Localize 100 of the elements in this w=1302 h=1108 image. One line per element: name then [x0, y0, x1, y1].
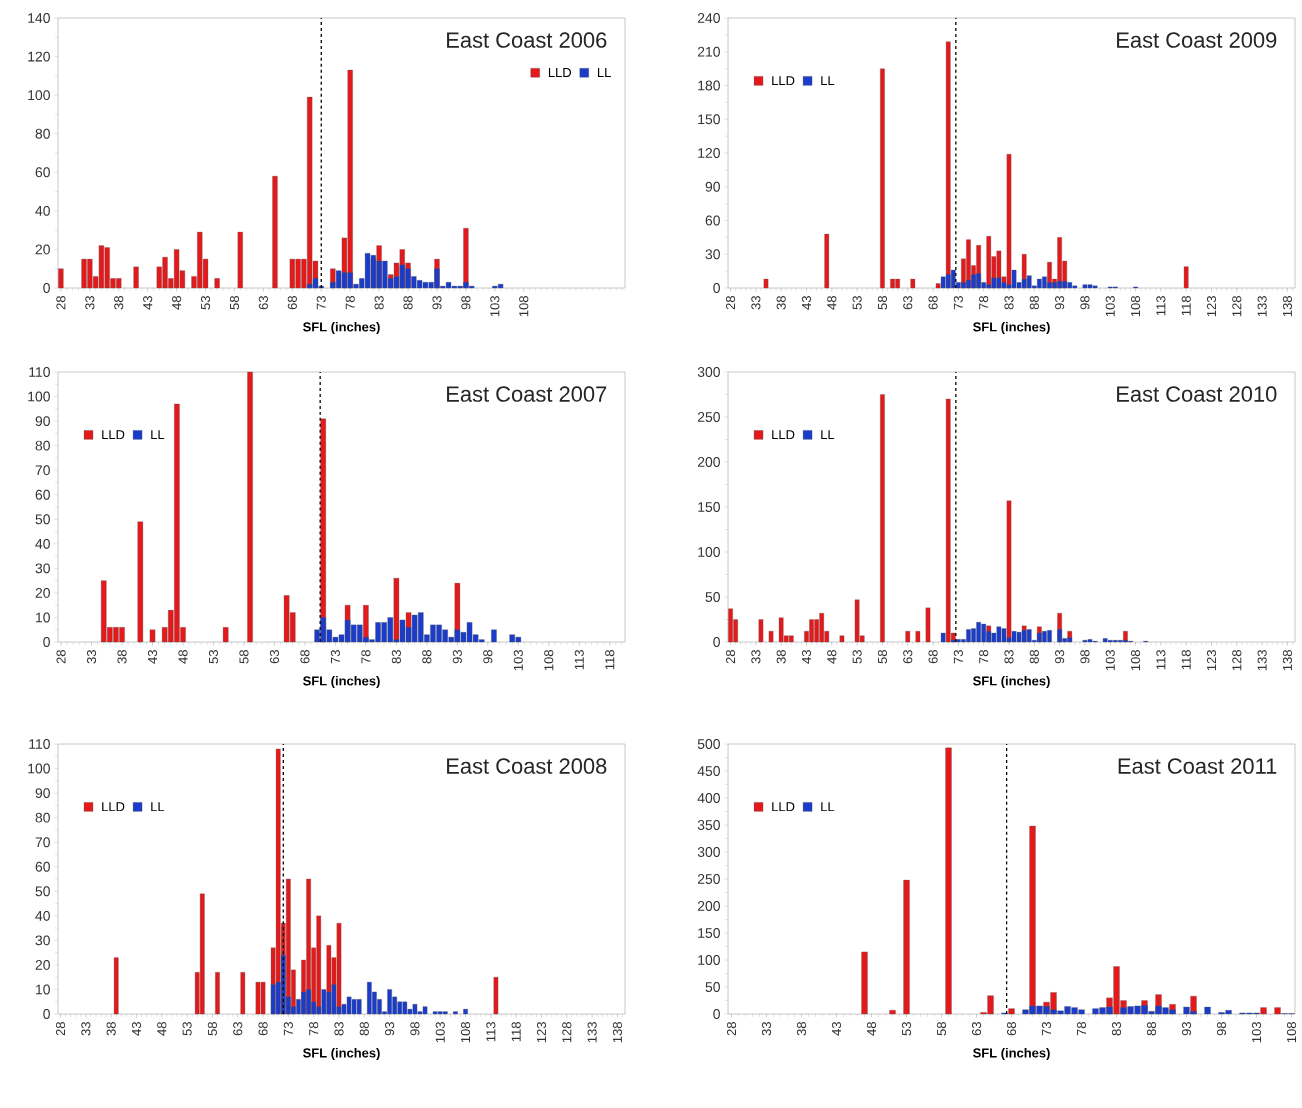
y-tick-label: 0: [713, 283, 720, 293]
x-axis-title: SFL (inches): [973, 675, 1050, 689]
x-tick-label: 128: [1232, 296, 1242, 317]
text: East Coast 2009: [1117, 32, 1277, 48]
x-axis-title: SFL (inches): [303, 675, 380, 689]
x-tick-label: 73: [316, 296, 326, 310]
legend-label: LL: [821, 76, 835, 86]
x-tick-label: 93: [385, 1022, 395, 1036]
y-tick-label: 60: [705, 215, 720, 226]
x-tick-label: 53: [901, 1022, 912, 1036]
legend-label: LL: [821, 802, 835, 812]
y-tick-label: 40: [35, 205, 50, 216]
y-tick-label: 20: [35, 244, 50, 255]
text: East Coast 2006: [447, 32, 607, 48]
y-tick-label: 180: [698, 80, 720, 91]
x-tick-label: 38: [796, 1022, 807, 1036]
x-tick-label: 98: [410, 1022, 420, 1036]
text: East Coast 2010: [1117, 386, 1277, 402]
y-tick-label: 50: [705, 982, 720, 992]
y-tick-label: 30: [35, 935, 50, 946]
x-tick-label: 83: [1111, 1022, 1122, 1036]
x-tick-label: 93: [452, 650, 462, 664]
x-tick-label: 108: [519, 296, 529, 317]
x-tick-label: 33: [85, 296, 95, 310]
x-tick-label: 48: [827, 650, 837, 664]
y-tick-label: 50: [35, 886, 50, 897]
x-tick-label: 48: [178, 650, 188, 664]
x-tick-label: 58: [877, 296, 888, 310]
x-tick-label: 43: [801, 296, 812, 310]
x-tick-label: 113: [574, 650, 584, 670]
y-tick-label: 60: [35, 489, 50, 500]
x-tick-label: 58: [207, 1022, 217, 1036]
legend-label: LLD: [548, 68, 572, 77]
x-tick-label: 98: [1216, 1022, 1227, 1036]
y-tick-label: 150: [698, 502, 720, 512]
text: East Coast 2011: [1118, 758, 1277, 774]
y-tick-label: 0: [43, 637, 50, 647]
x-tick-label: 103: [1251, 1022, 1262, 1043]
x-tick-label: 88: [359, 1022, 369, 1036]
y-tick-label: 20: [35, 959, 50, 970]
text: East Coast 2008: [447, 758, 607, 774]
x-tick-label: 103: [490, 296, 500, 317]
x-tick-label: 53: [208, 650, 219, 664]
x-tick-label: 83: [391, 650, 401, 664]
y-tick-label: 40: [35, 910, 50, 921]
y-tick-label: 100: [698, 955, 720, 965]
x-tick-label: 88: [1146, 1022, 1157, 1036]
x-tick-label: 43: [831, 1022, 842, 1036]
y-tick-label: 210: [697, 46, 720, 57]
x-tick-label: 28: [725, 296, 736, 310]
x-tick-label: 28: [56, 296, 66, 310]
x-tick-label: 128: [1232, 650, 1242, 671]
x-tick-label: 113: [1156, 650, 1166, 670]
x-tick-label: 108: [544, 650, 554, 671]
x-tick-label: 73: [283, 1022, 293, 1036]
x-tick-label: 98: [1080, 650, 1090, 664]
x-tick-label: 128: [562, 1022, 572, 1043]
y-tick-label: 300: [697, 367, 720, 377]
legend-label: LL: [151, 802, 165, 812]
x-tick-label: 73: [953, 650, 963, 664]
y-tick-label: 60: [35, 861, 50, 872]
x-tick-label: 38: [776, 296, 786, 310]
x-tick-label: 63: [903, 296, 913, 310]
x-tick-label: 108: [460, 1022, 471, 1043]
x-tick-label: 78: [979, 296, 989, 310]
x-tick-label: 33: [86, 650, 97, 664]
x-tick-label: 98: [483, 650, 493, 664]
x-tick-label: 83: [334, 1022, 344, 1036]
x-tick-label: 73: [953, 296, 963, 310]
x-tick-label: 78: [979, 650, 989, 664]
x-tick-label: 78: [361, 650, 371, 664]
x-tick-label: 98: [461, 296, 471, 310]
x-tick-label: 103: [1105, 650, 1115, 671]
y-tick-label: 30: [705, 249, 720, 260]
x-tick-label: 63: [233, 1022, 243, 1036]
x-tick-label: 138: [1282, 296, 1293, 317]
y-tick-label: 40: [35, 538, 50, 549]
y-tick-label: 70: [35, 837, 50, 848]
x-tick-label: 53: [852, 296, 862, 310]
x-tick-label: 43: [801, 650, 812, 664]
y-tick-label: 250: [697, 874, 720, 884]
y-tick-label: 350: [697, 820, 720, 830]
x-tick-label: 78: [1076, 1022, 1087, 1036]
x-tick-label: 58: [877, 650, 888, 664]
x-tick-label: 133: [1257, 296, 1267, 317]
y-tick-label: 10: [36, 612, 50, 623]
legend-label: LLD: [102, 430, 125, 440]
x-tick-label: 43: [131, 1022, 142, 1036]
x-tick-label: 118: [1181, 650, 1191, 670]
x-tick-label: 123: [1206, 296, 1217, 317]
x-tick-label: 28: [55, 1022, 66, 1036]
x-tick-label: 68: [1006, 1022, 1017, 1036]
x-tick-label: 28: [726, 1022, 737, 1036]
x-tick-label: 53: [182, 1022, 192, 1036]
x-tick-label: 63: [258, 296, 268, 310]
x-tick-label: 138: [612, 1022, 623, 1043]
x-tick-label: 73: [330, 650, 340, 664]
y-tick-label: 50: [705, 592, 720, 602]
x-tick-label: 133: [587, 1022, 597, 1043]
x-axis-title: SFL (inches): [973, 1047, 1050, 1061]
